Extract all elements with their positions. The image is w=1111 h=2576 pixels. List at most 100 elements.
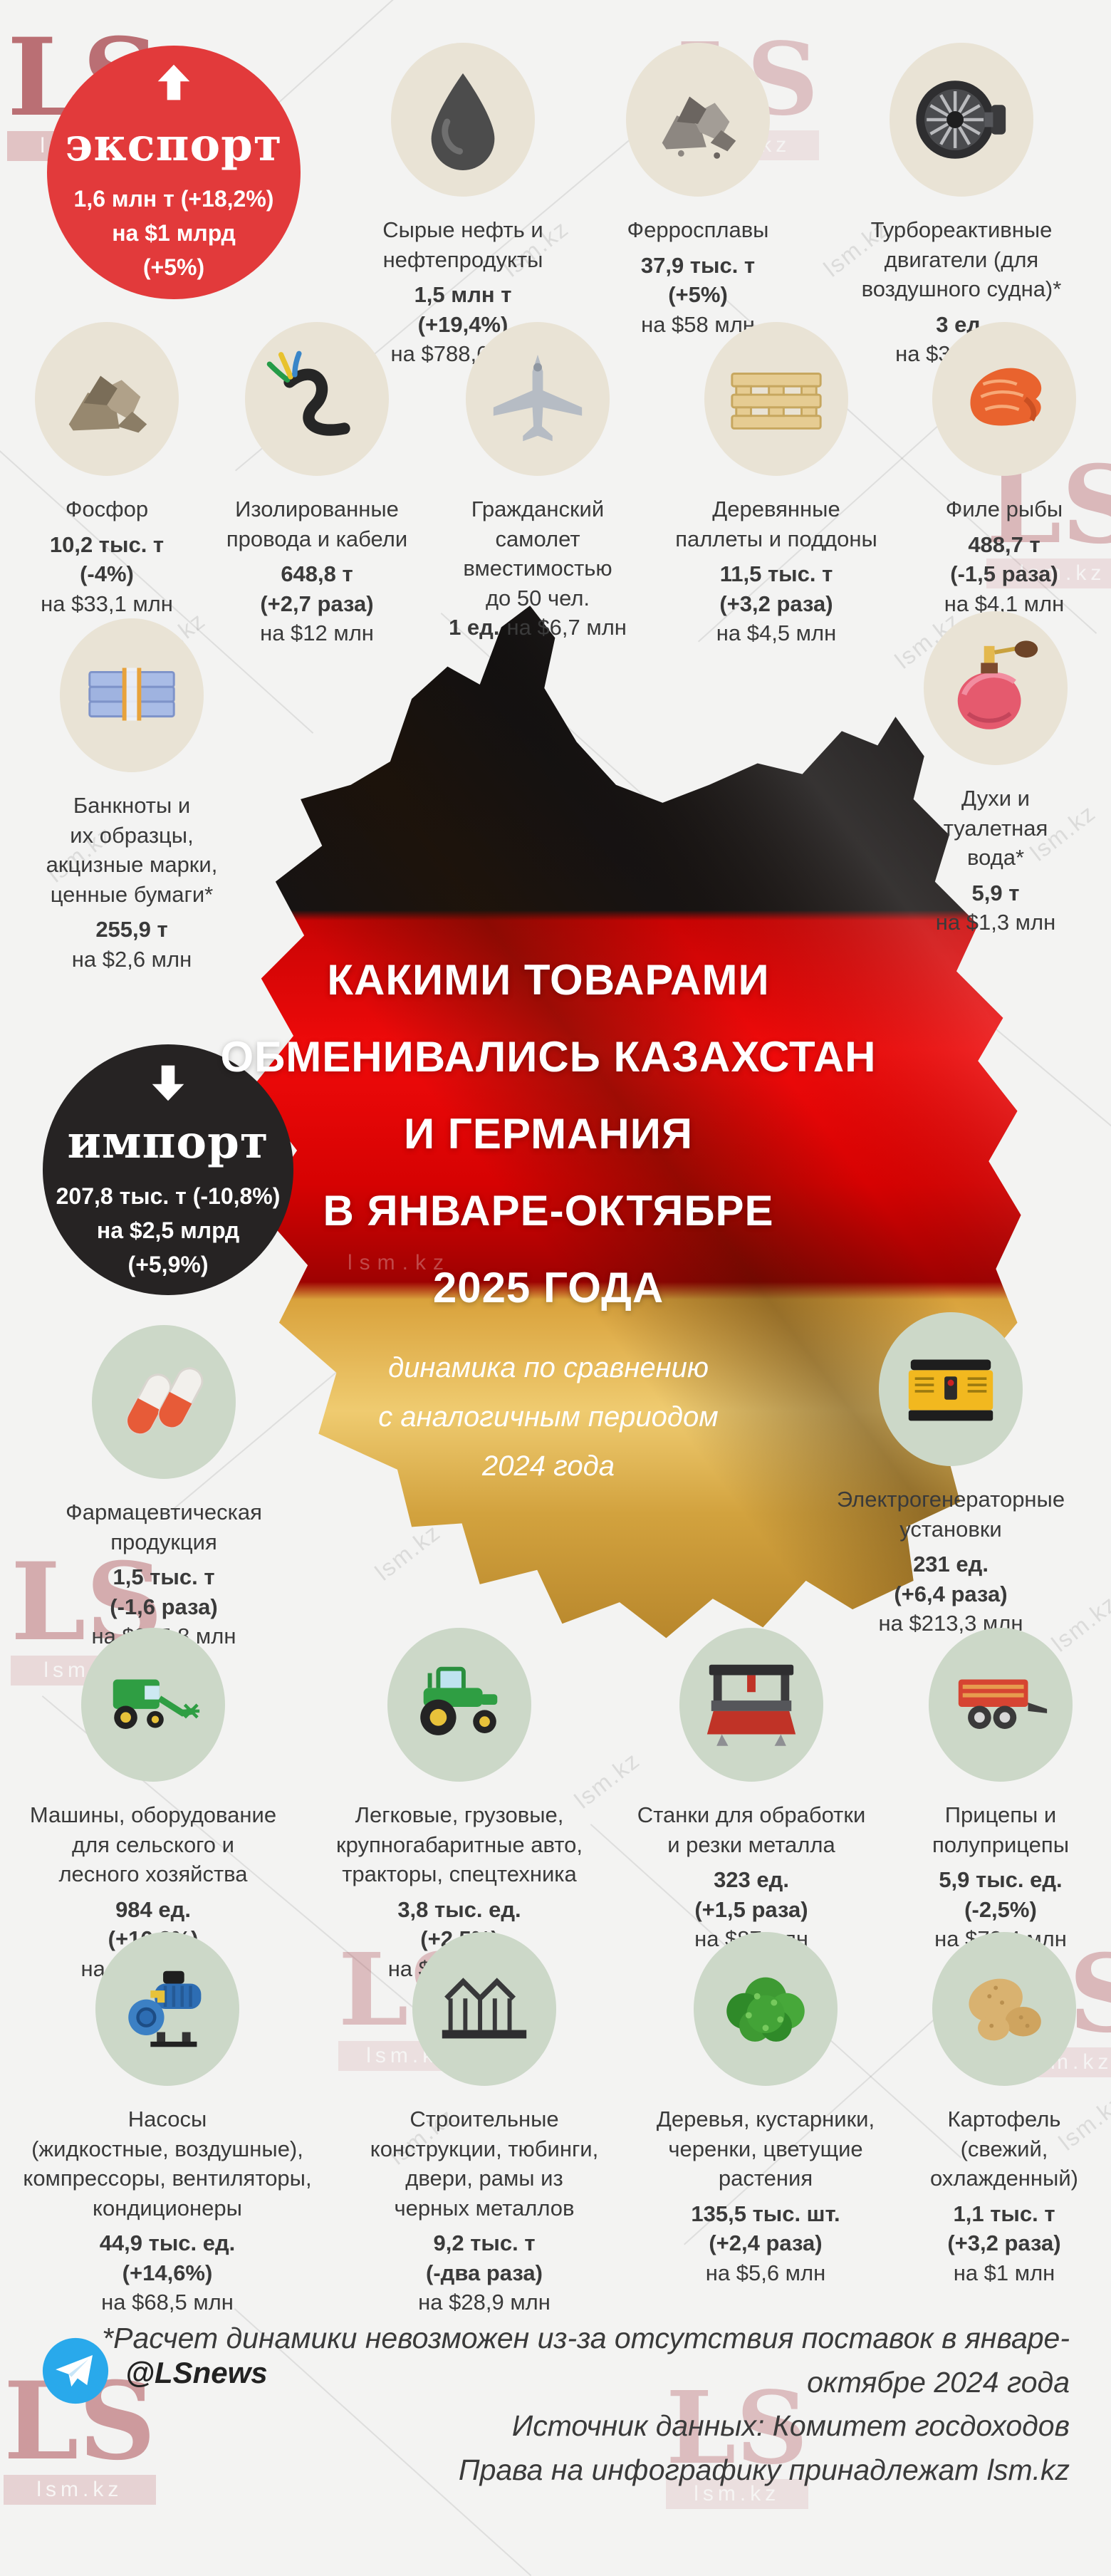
item-name: Изолированные провода и кабели xyxy=(226,497,408,551)
import-value-change: (+5,9%) xyxy=(127,1252,209,1277)
item-quantity: 135,5 тыс. шт. xyxy=(691,2201,840,2226)
pallet-icon xyxy=(704,322,848,476)
item-quantity: 231 ед. xyxy=(913,1552,989,1577)
title-line: ОБМЕНИВАЛИСЬ КАЗАХСТАН xyxy=(220,1033,877,1081)
item-name: Деревья, кустарники, черенки, цветущие р… xyxy=(656,2107,875,2191)
telegram-link[interactable]: @LSnews xyxy=(41,2337,268,2409)
item-name: Гражданский самолет вместимостью до 50 ч… xyxy=(463,497,612,611)
item-quantity: 11,5 тыс. т xyxy=(719,561,833,587)
item-quantity: 44,9 тыс. ед. xyxy=(99,2230,236,2256)
item-change: (-1,5 раза) xyxy=(950,561,1058,587)
metal-machine-icon xyxy=(679,1628,823,1782)
item-value-text: на $6,7 млн xyxy=(506,615,627,640)
arrow-down-icon xyxy=(146,1058,190,1108)
export-volume: 1,6 млн т (+18,2%) xyxy=(73,186,274,212)
item-name: Картофель (свежий, охлажденный) xyxy=(930,2107,1078,2191)
item-change: (+2,7 раза) xyxy=(260,591,374,616)
item-quantity: 488,7 т xyxy=(968,531,1040,557)
bush-icon xyxy=(694,1932,838,2086)
item-change: (-1,6 раза) xyxy=(110,1594,218,1619)
item-change: (-4%) xyxy=(80,561,134,587)
trade-item: Строительные конструкции, тюбинги, двери… xyxy=(335,1932,634,2317)
export-label: экспорт xyxy=(65,118,283,172)
item-change: (+19,4%) xyxy=(417,311,508,337)
lsm-kz-watermark: lsm.kz xyxy=(348,1251,451,1274)
trade-item: Электрогенераторные установки 231 ед. (+6,… xyxy=(798,1312,1104,1638)
trade-item: Легковые, грузовые, крупногабаритные авт… xyxy=(306,1628,612,1983)
title-line: В ЯНВАРЕ-ОКТЯБРЕ xyxy=(323,1187,774,1235)
subtitle-line: 2024 года xyxy=(482,1450,615,1482)
item-change: (+6,4 раза) xyxy=(894,1581,1008,1606)
item-change: (+1,5 раза) xyxy=(694,1896,808,1922)
item-value-text: на $68,5 млн xyxy=(101,2290,234,2315)
item-quantity: 984 ед. xyxy=(115,1896,191,1922)
import-volume: 207,8 тыс. т (-10,8%) xyxy=(56,1183,281,1209)
pills-icon xyxy=(92,1325,236,1479)
item-name: Сырые нефть и нефтепродукты xyxy=(382,217,543,272)
export-value-change: (+5%) xyxy=(142,254,205,280)
import-items-row-1: Машины, оборудование для сельского и лес… xyxy=(0,1628,1111,1983)
item-quantity: 37,9 тыс. т xyxy=(640,252,756,278)
item-quantity: 648,8 т xyxy=(281,561,353,587)
trade-item: Деревянные паллеты и поддоны 11,5 тыс. т (… xyxy=(655,322,897,648)
airplane-icon xyxy=(466,322,610,476)
item-value: на $58 млн xyxy=(641,310,755,340)
cable-icon xyxy=(245,322,389,476)
subtitle-line: с аналогичным периодом xyxy=(378,1401,719,1433)
import-label: импорт xyxy=(67,1116,269,1169)
item-quantity: 5,9 т xyxy=(971,880,1020,905)
item-value-text: на $12 млн xyxy=(260,620,374,646)
item-name: Ферросплавы xyxy=(627,217,769,242)
generator-icon xyxy=(879,1312,1023,1466)
item-value: на $68,5 млн xyxy=(101,2287,234,2317)
trade-item: Филе рыбы 488,7 т (-1,5 раза) на $4,1 млн xyxy=(897,322,1111,648)
trade-item: Банкноты и их образцы, акцизные марки, ц… xyxy=(18,618,246,974)
infographic-title: КАКИМИ ТОВАРАМИ ОБМЕНИВАЛИСЬ КАЗАХСТАН И… xyxy=(182,942,915,1490)
item-value: на $2,6 млн xyxy=(72,945,192,975)
telegram-handle: @LSnews xyxy=(125,2355,268,2389)
item-quantity: 3,8 тыс. ед. xyxy=(397,1896,521,1922)
export-items-row-1: Сырые нефть и нефтепродукты 1,5 млн т (+19… xyxy=(342,43,1111,369)
oil-drop-icon xyxy=(391,43,535,197)
combine-harvester-icon xyxy=(81,1628,225,1782)
item-name: Банкноты и их образцы, акцизные марки, ц… xyxy=(46,793,218,907)
item-name: Фармацевтическая продукция xyxy=(66,1500,262,1554)
item-value-text: на $1,3 млн xyxy=(935,910,1056,935)
trade-item: Станки для обработки и резки металла 323 … xyxy=(612,1628,890,1983)
flag-sheen xyxy=(250,606,1021,1638)
item-value: на $5,6 млн xyxy=(706,2258,825,2288)
item-name: Духи и туалетная вода* xyxy=(943,786,1048,871)
item-value-text: на $1 млн xyxy=(953,2260,1055,2285)
item-name: Станки для обработки и резки металла xyxy=(637,1802,866,1857)
item-value: на $4,5 млн xyxy=(716,618,836,648)
phosphorus-rocks-icon xyxy=(35,322,179,476)
export-items-row-2: Фосфор 10,2 тыс. т (-4%) на $33,1 млн Изолир… xyxy=(0,322,1111,648)
item-name: Турбореактивные двигатели (для воздушног… xyxy=(861,217,1062,302)
export-value: на $1 млрд xyxy=(112,220,236,246)
germany-map xyxy=(250,606,1021,1638)
import-value: на $2,5 млрд xyxy=(96,1217,240,1243)
trade-item: Изолированные провода и кабели 648,8 т (+2… xyxy=(214,322,420,648)
trade-item: Машины, оборудование для сельского и лес… xyxy=(0,1628,306,1983)
item-quantity: 255,9 т xyxy=(95,917,168,942)
trade-item: Ферросплавы 37,9 тыс. т (+5%) на $58 млн xyxy=(584,43,812,369)
pump-icon xyxy=(95,1932,239,2086)
item-value: на $28,9 млн xyxy=(418,2287,551,2317)
export-item-perfume: Духи и туалетная вода* 5,9 т на $1,3 млн xyxy=(889,611,1102,938)
trailer-icon xyxy=(929,1628,1073,1782)
perfume-bottle-icon xyxy=(924,611,1068,765)
title-line: И ГЕРМАНИЯ xyxy=(404,1110,693,1158)
trade-item: Картофель (свежий, охлажденный) 1,1 тыс. … xyxy=(897,1932,1111,2317)
item-name: Электрогенераторные установки xyxy=(836,1487,1065,1542)
item-value-text: на $58 млн xyxy=(641,311,755,337)
item-value: на $1,3 млн xyxy=(936,908,1055,938)
trade-item: Гражданский самолет вместимостью до 50 ч… xyxy=(420,322,655,648)
item-value-text: на $33,1 млн xyxy=(41,591,173,616)
item-value-text: на $5,6 млн xyxy=(705,2260,826,2285)
footnote: *Расчет динамики невозможен из-за отсутс… xyxy=(102,2322,1070,2399)
data-source: Источник данных: Комитет госдоходов xyxy=(511,2409,1070,2442)
item-quantity: 9,2 тыс. т xyxy=(433,2230,536,2256)
tractor-icon xyxy=(387,1628,531,1782)
import-summary-circle: импорт 207,8 тыс. т (-10,8%) на $2,5 млр… xyxy=(43,1044,293,1295)
